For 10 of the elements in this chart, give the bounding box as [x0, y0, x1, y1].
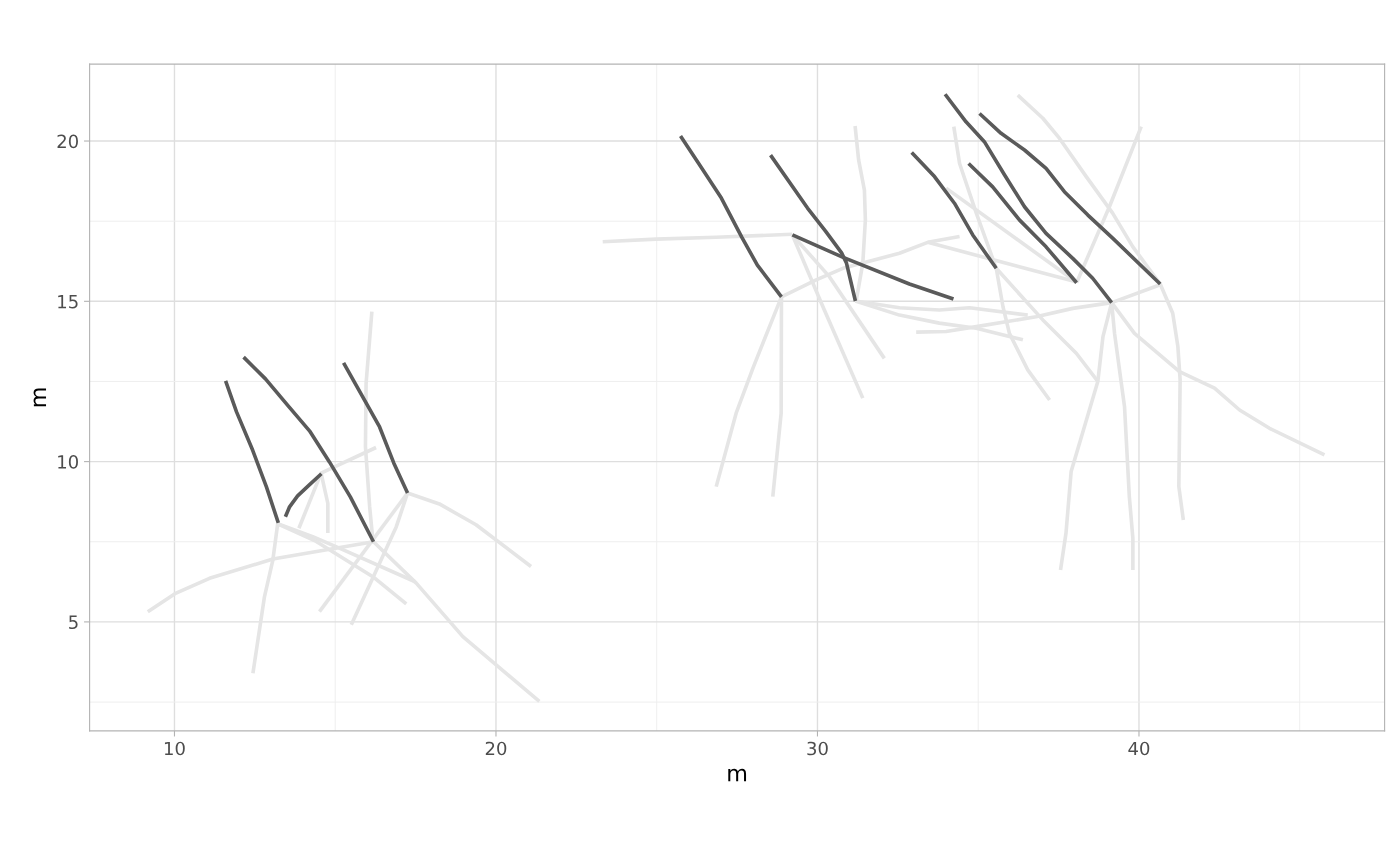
x-tick-label: 30	[807, 741, 828, 756]
x-tick-label: 20	[485, 741, 507, 756]
y-tick-label: 15	[58, 295, 78, 309]
x-tick-label: 40	[1128, 741, 1150, 756]
y-axis-title: m	[33, 388, 47, 407]
x-tick-label: 10	[164, 741, 185, 756]
x-axis-title: m	[728, 768, 747, 782]
y-tick-label: 5	[69, 615, 78, 630]
y-tick-label: 20	[57, 134, 78, 149]
y-tick-label: 10	[58, 455, 78, 469]
